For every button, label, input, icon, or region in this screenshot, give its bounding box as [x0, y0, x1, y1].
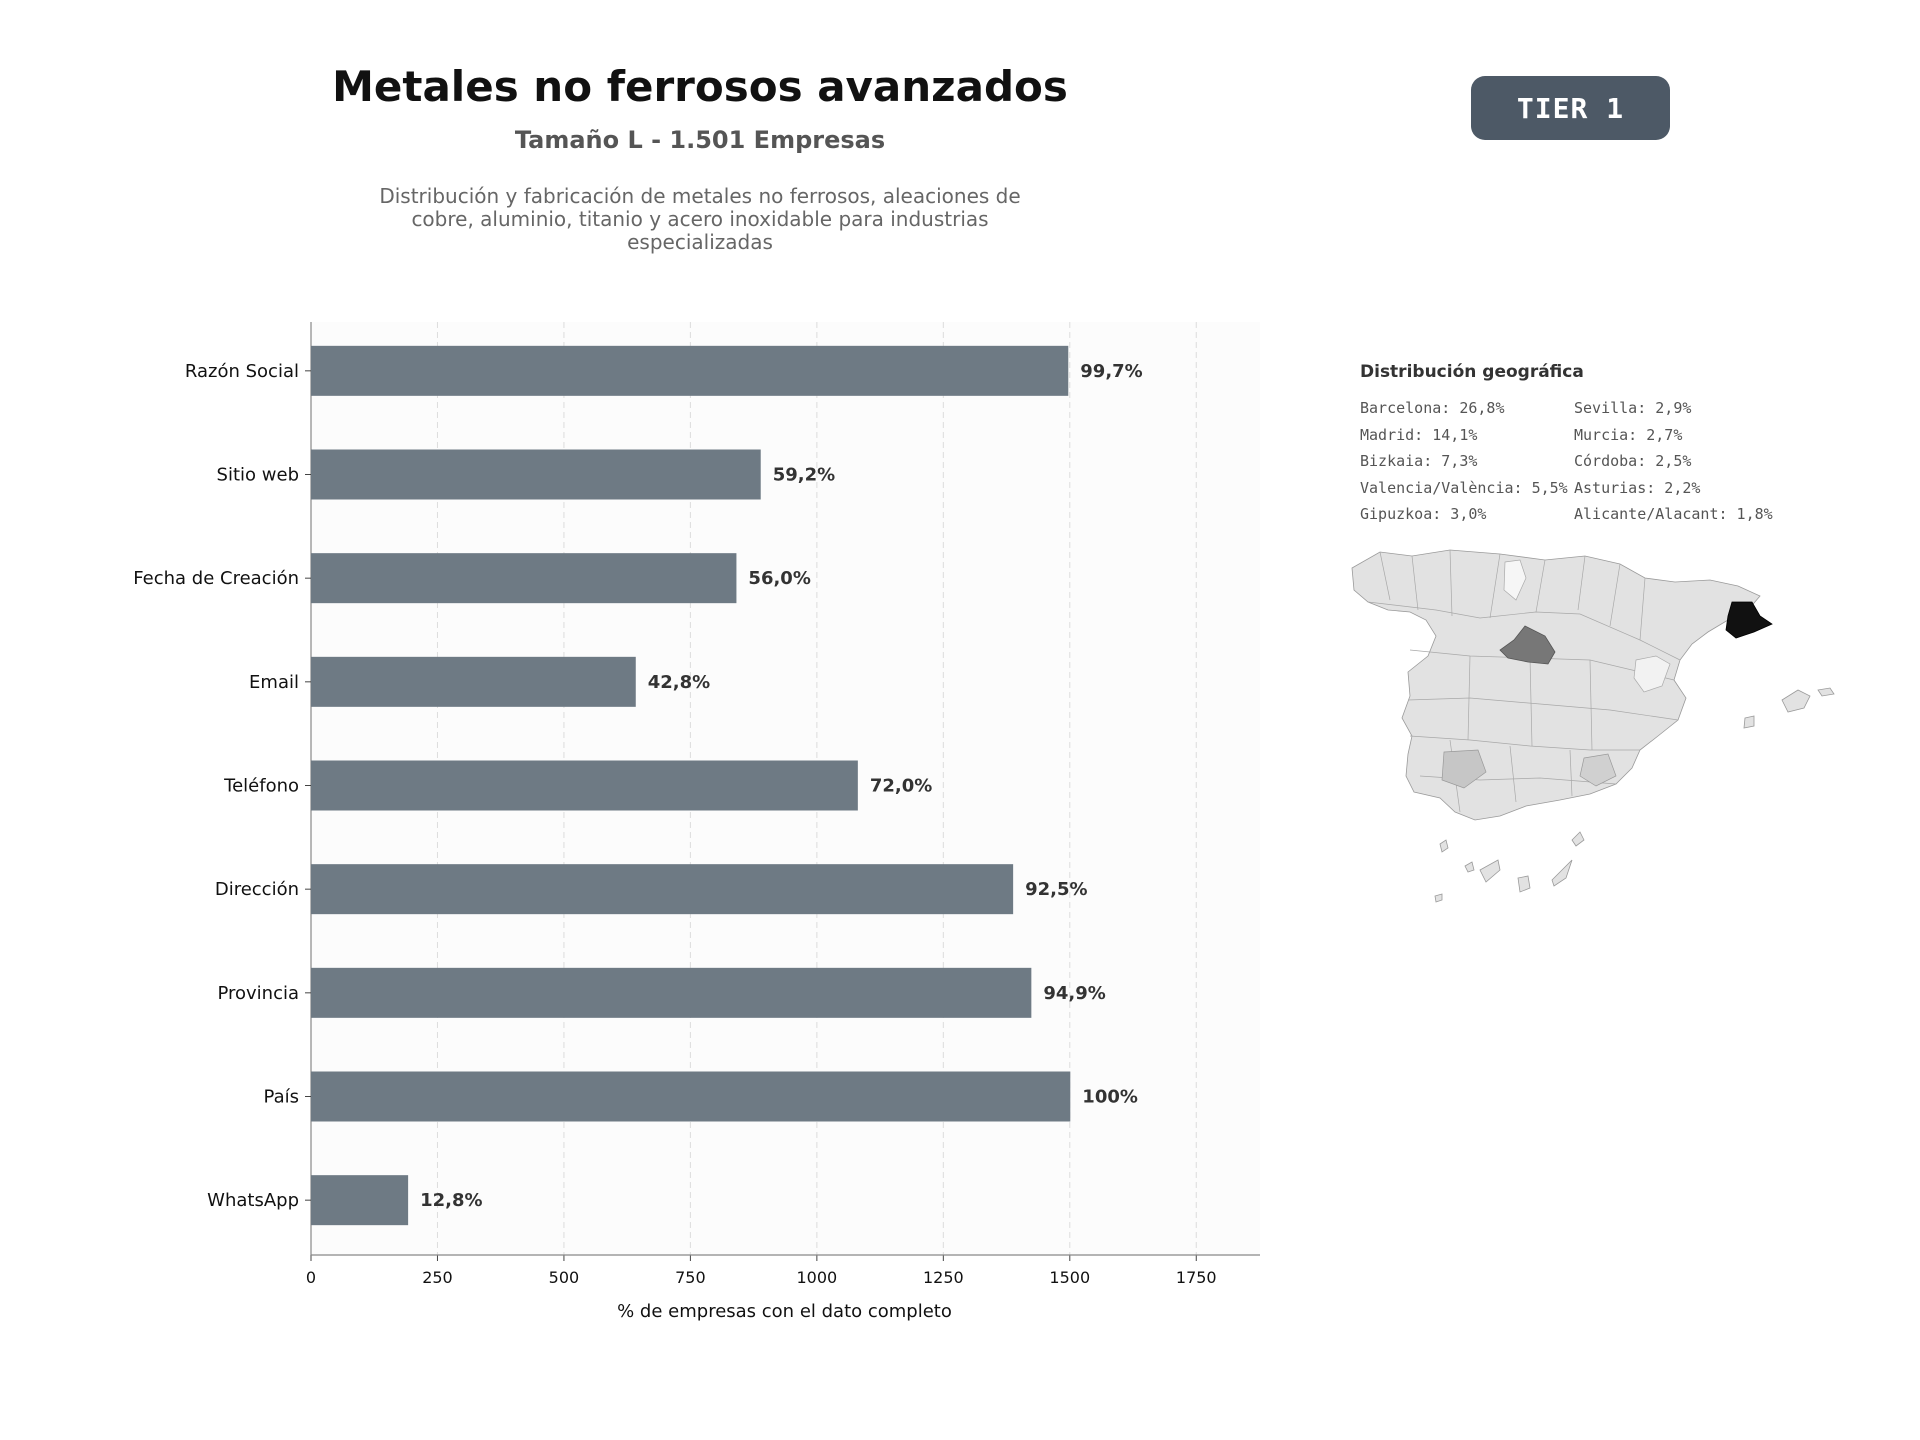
- bar: [311, 449, 761, 500]
- map-region-sevilla: [1441, 749, 1487, 789]
- map-island-canary: [1439, 839, 1449, 853]
- geo-entry: Madrid: 14,1%: [1360, 425, 1478, 444]
- geo-entry: Sevilla: 2,9%: [1574, 399, 1692, 417]
- data-label: 94,9%: [1043, 983, 1105, 1004]
- geo-title: Distribución geográfica: [1360, 362, 1584, 382]
- map-island-canary: [1464, 861, 1475, 873]
- geo-entry: Barcelona: 26,8%: [1360, 399, 1505, 417]
- category-label: Teléfono: [223, 776, 299, 797]
- bar: [311, 760, 858, 811]
- x-tick-label: 0: [306, 1268, 316, 1287]
- category-label: Razón Social: [185, 361, 299, 382]
- x-axis-label: % de empresas con el dato completo: [617, 1301, 952, 1322]
- map-island-canary: [1551, 859, 1573, 887]
- data-label: 56,0%: [748, 568, 810, 589]
- bar: [311, 553, 737, 604]
- data-label: 99,7%: [1080, 361, 1142, 382]
- bar: [311, 864, 1014, 915]
- map-island-mallorca: [1781, 689, 1811, 713]
- bar: [311, 1071, 1071, 1122]
- map-region-madrid: [1499, 625, 1556, 665]
- category-label: Dirección: [215, 879, 299, 900]
- map-island-canary: [1479, 859, 1501, 883]
- map-region-bizkaia: [1503, 559, 1527, 601]
- bar: [311, 656, 636, 707]
- x-tick-label: 1750: [1176, 1268, 1217, 1287]
- page-title: Metales no ferrosos avanzados: [332, 62, 1068, 111]
- x-tick-label: 250: [422, 1268, 453, 1287]
- map-region-barcelona: [1725, 601, 1773, 639]
- data-label: 12,8%: [420, 1190, 482, 1211]
- map-island-canary: [1517, 875, 1531, 893]
- geo-list-left: Barcelona: 26,8% Madrid: 14,1% Bizkaia: …: [1360, 395, 1568, 528]
- page-subtitle: Tamaño L - 1.501 Empresas: [514, 126, 886, 154]
- x-tick-label: 1000: [797, 1268, 838, 1287]
- x-tick-label: 750: [675, 1268, 706, 1287]
- category-label: Fecha de Creación: [133, 568, 299, 589]
- bar-chart: 0 250 500 750 1000 1250 1500 1750 Razón Social 99…: [133, 322, 1260, 1322]
- category-label: Provincia: [217, 983, 299, 1004]
- data-label: 100%: [1082, 1087, 1138, 1108]
- geo-entry: Bizkaia: 7,3%: [1360, 452, 1478, 470]
- map-island-ibiza: [1743, 715, 1755, 729]
- geo-entry: Murcia: 2,7%: [1574, 425, 1683, 444]
- geo-entry: Gipuzkoa: 3,0%: [1360, 505, 1487, 523]
- data-label: 59,2%: [773, 465, 835, 486]
- x-tick-label: 500: [549, 1268, 580, 1287]
- map-island-canary: [1571, 831, 1585, 847]
- geo-entry: Córdoba: 2,5%: [1574, 452, 1692, 470]
- x-tick-label: 1500: [1049, 1268, 1090, 1287]
- data-label: 72,0%: [870, 776, 932, 797]
- tier-badge: TIER 1: [1471, 76, 1670, 140]
- category-label: WhatsApp: [207, 1190, 299, 1211]
- x-tick-label: 1250: [923, 1268, 964, 1287]
- category-label: Sitio web: [217, 465, 299, 486]
- data-label: 92,5%: [1025, 879, 1087, 900]
- geo-entry: Alicante/Alacant: 1,8%: [1574, 505, 1773, 523]
- category-label: Email: [249, 672, 299, 693]
- bar: [311, 1175, 409, 1226]
- map-region-valencia: [1633, 655, 1671, 693]
- map-region-murcia: [1579, 753, 1617, 787]
- data-label: 42,8%: [648, 672, 710, 693]
- geo-entry: Valencia/València: 5,5%: [1360, 478, 1568, 497]
- geo-list-right: Sevilla: 2,9% Murcia: 2,7% Córdoba: 2,5%…: [1574, 395, 1773, 528]
- map-island-menorca: [1817, 687, 1835, 697]
- category-label: País: [264, 1087, 299, 1108]
- geo-entry: Asturias: 2,2%: [1574, 478, 1701, 497]
- bar: [311, 345, 1069, 396]
- map-island-canary: [1434, 893, 1443, 903]
- page-description: Distribución y fabricación de metales no…: [379, 184, 1021, 254]
- bar: [311, 967, 1032, 1018]
- spain-map: [1351, 549, 1835, 903]
